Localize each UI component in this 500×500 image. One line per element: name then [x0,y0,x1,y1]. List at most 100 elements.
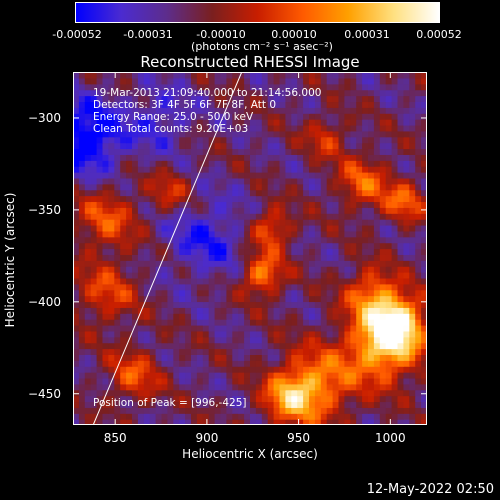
heatmap-cell [132,248,139,255]
heatmap-cell [261,330,269,338]
heatmap-cell [226,289,233,297]
heatmap-cell [132,230,139,238]
heatmap-cell [362,119,369,126]
heatmap-cell [78,148,86,155]
heatmap-cell [132,419,139,425]
heatmap-cell [309,201,316,208]
heatmap-cell [338,201,345,208]
heatmap-cell [397,183,404,191]
heatmap-cell [191,113,198,120]
heatmap-cell [261,260,269,267]
heatmap-cell [149,330,157,338]
heatmap-cell [137,113,145,120]
heatmap-cell [409,301,416,308]
heatmap-cell [132,136,139,144]
heatmap-cell [238,89,245,97]
heatmap-cell [403,389,410,397]
heatmap-cell [421,283,427,291]
heatmap-cell [132,330,139,338]
heatmap-cell [415,277,422,285]
heatmap-cell [356,219,363,226]
heatmap-cell [179,148,186,155]
heatmap-cell [350,401,357,408]
heatmap-cell [279,254,286,261]
heatmap-cell [356,130,363,138]
heatmap-cell [338,142,345,150]
heatmap-cell [391,95,399,103]
heatmap-cell [415,348,422,355]
heatmap-cell [132,360,139,367]
heatmap-cell [291,177,298,185]
heatmap-cell [314,307,322,314]
heatmap-cell [84,219,92,226]
heatmap-cell [73,195,80,203]
heatmap-cell [226,336,233,344]
heatmap-cell [202,166,210,173]
heatmap-cell [332,319,340,326]
heatmap-cell [167,289,174,297]
heatmap-cell [108,366,115,373]
heatmap-cell [285,377,292,385]
heatmap-cell [303,301,310,308]
heatmap-cell [202,330,210,338]
heatmap-cell [273,289,281,297]
heatmap-cell [362,319,369,326]
heatmap-cell [267,83,275,91]
heatmap-cell [167,377,174,385]
heatmap-cell [368,195,375,203]
heatmap-cell [179,142,186,150]
heatmap-cell [202,348,210,355]
heatmap-cell [114,219,121,226]
heatmap-cell [391,319,399,326]
heatmap-cell [196,295,204,303]
heatmap-cell [114,101,121,108]
heatmap-cell [179,307,186,314]
heatmap-cell [102,201,109,208]
heatmap-cell [102,236,109,244]
heatmap-cell [143,189,151,197]
heatmap-cell [161,330,168,338]
colorbar-tick-label: -0.00031 [123,28,173,41]
heatmap-cell [421,313,427,320]
heatmap-cell [126,195,133,203]
heatmap-cell [350,124,357,132]
heatmap-cell [267,236,275,244]
heatmap-cell [409,95,416,103]
heatmap-cell [179,230,186,238]
heatmap-cell [214,172,222,179]
heatmap-cell [397,107,404,114]
heatmap-cell [179,348,186,355]
heatmap-cell [143,360,151,367]
heatmap-cell [84,313,92,320]
heatmap-cell [255,172,263,179]
heatmap-cell [403,301,410,308]
heatmap-cell [373,295,381,303]
heatmap-cell [143,183,151,191]
heatmap-cell [297,213,304,220]
heatmap-cell [173,283,180,291]
heatmap-cell [143,230,151,238]
heatmap-cell [332,89,340,97]
heatmap-cell [403,166,410,173]
heatmap-cell [309,72,316,79]
heatmap-cell [108,383,115,391]
heatmap-cell [208,172,216,179]
heatmap-cell [267,107,275,114]
heatmap-cell [191,389,198,397]
heatmap-cell [179,166,186,173]
heatmap-cell [397,324,404,332]
heatmap-cell [84,230,92,238]
heatmap-cell [291,295,298,303]
heatmap-cell [303,236,310,244]
heatmap-cell [303,183,310,191]
heatmap-cell [84,142,92,150]
heatmap-cell [208,266,216,273]
heatmap-cell [84,277,92,285]
heatmap-cell [226,401,233,408]
heatmap-cell [373,313,381,320]
heatmap-cell [126,148,133,155]
heatmap-cell [161,77,168,85]
heatmap-cell [326,89,334,97]
heatmap-cell [314,377,322,385]
heatmap-cell [120,277,127,285]
